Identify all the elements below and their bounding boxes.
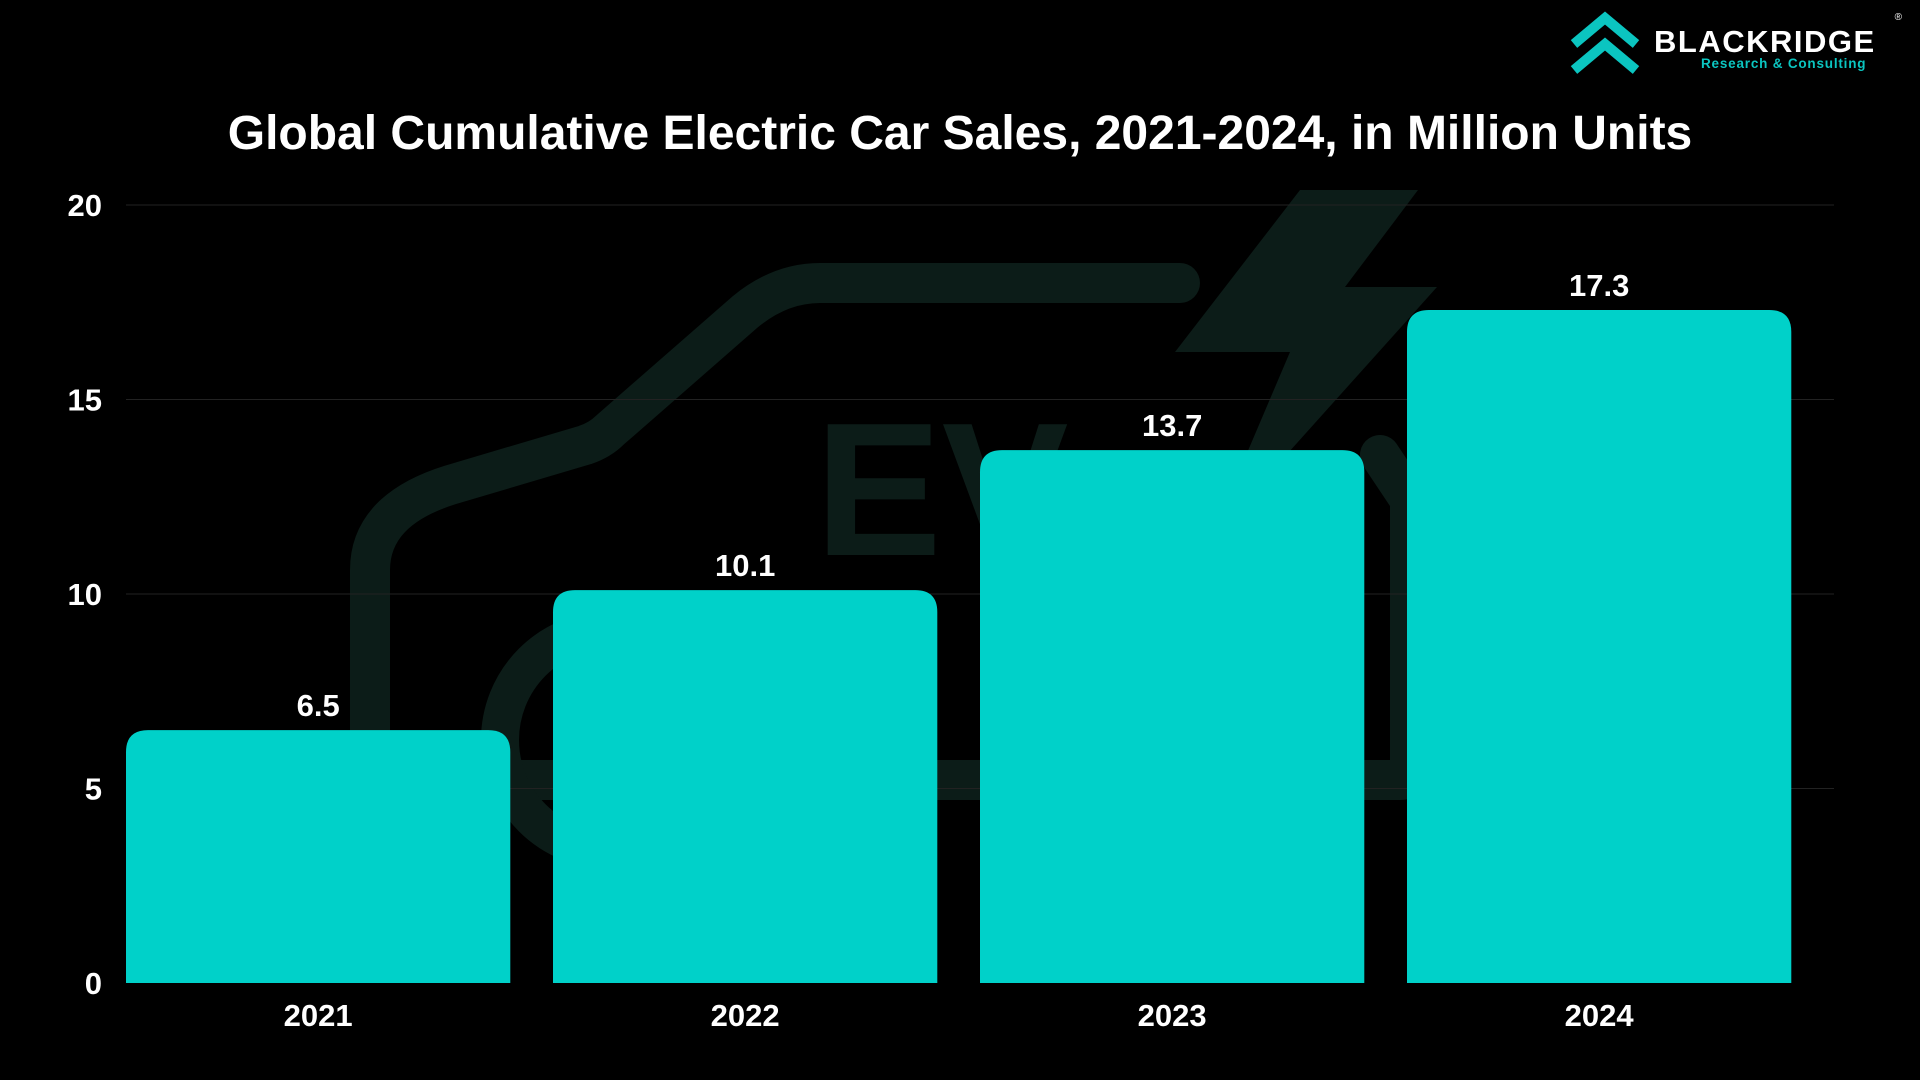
x-tick-label: 2024: [1565, 998, 1635, 1033]
x-tick-label: 2021: [284, 998, 353, 1033]
y-tick-label: 20: [68, 188, 102, 223]
y-tick-label: 0: [85, 966, 102, 1001]
data-label: 13.7: [1142, 408, 1202, 443]
x-tick-label: 2023: [1138, 998, 1207, 1033]
bar-2021: [126, 730, 511, 983]
brand-name: BLACKRIDGE: [1654, 24, 1876, 59]
bar-2024: [1407, 310, 1792, 983]
data-label: 10.1: [715, 548, 775, 583]
brand-tagline: Research & Consulting: [1701, 56, 1867, 71]
blackridge-mark-icon: [1570, 11, 1640, 74]
x-axis-ticks: 2021 2022 2023 2024: [284, 998, 1635, 1033]
bar-2022: [553, 590, 938, 983]
bars: [126, 310, 1792, 983]
y-tick-label: 10: [68, 577, 102, 612]
registered-mark: ®: [1894, 12, 1902, 23]
brand-logo: BLACKRIDGE ® Research & Consulting: [1568, 10, 1902, 80]
y-tick-label: 15: [68, 383, 102, 418]
y-axis-ticks: 0 5 10 15 20: [68, 188, 102, 1001]
chart-title: Global Cumulative Electric Car Sales, 20…: [227, 107, 1693, 160]
data-labels: 6.5 10.1 13.7 17.3: [297, 268, 1630, 723]
data-label: 17.3: [1569, 268, 1629, 303]
x-tick-label: 2022: [711, 998, 780, 1033]
y-tick-label: 5: [85, 772, 102, 807]
bar-2023: [980, 450, 1365, 983]
data-label: 6.5: [297, 688, 340, 723]
